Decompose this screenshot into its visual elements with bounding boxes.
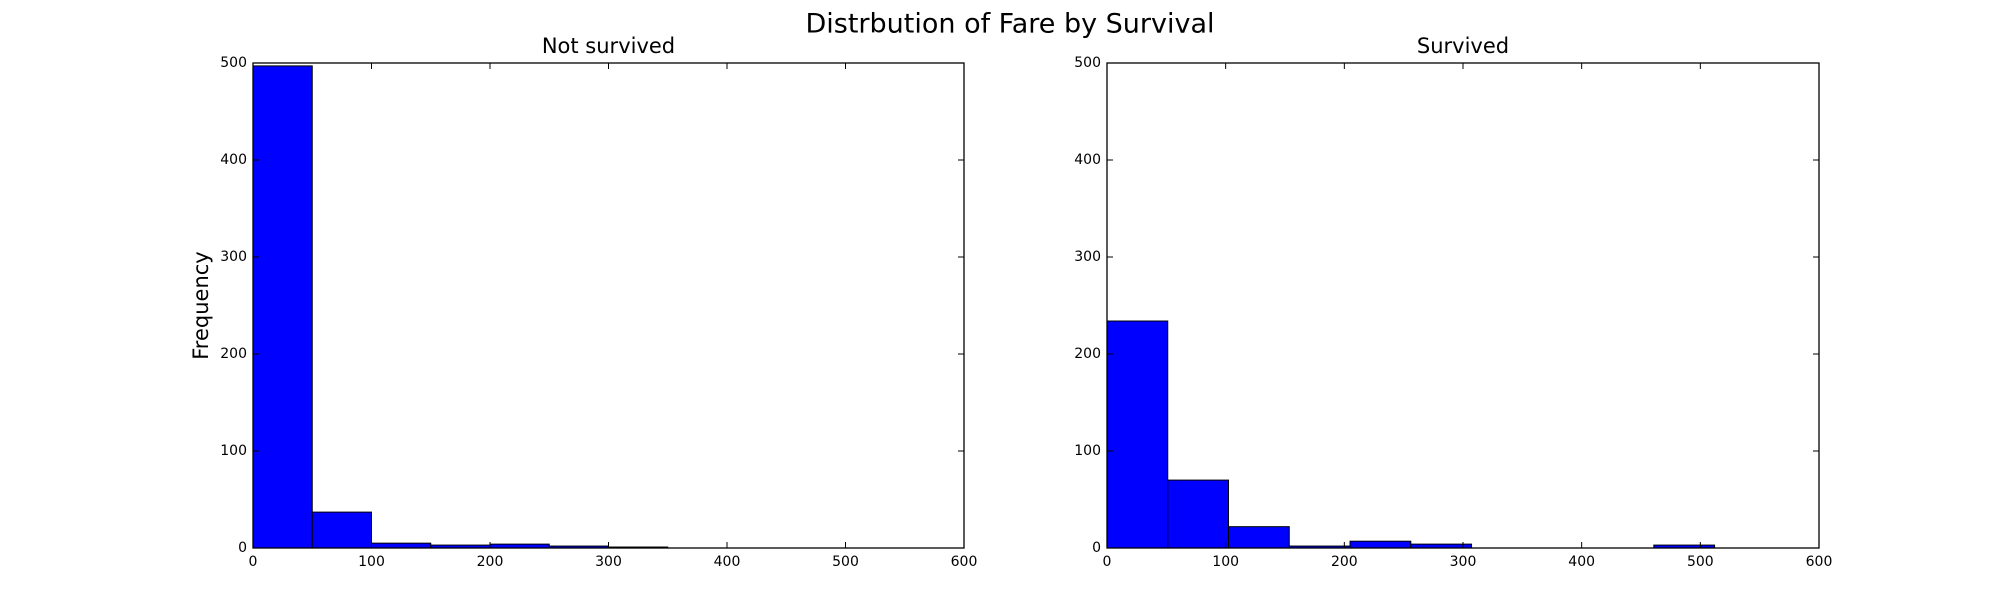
subplot-title: Not survived: [542, 34, 675, 58]
bar: [311, 511, 372, 549]
x-tick-label: 600: [1806, 554, 1833, 570]
figure-title: Distrbution of Fare by Survival: [805, 9, 1214, 40]
bar: [1167, 479, 1230, 549]
bar: [1106, 320, 1169, 549]
x-tick-label: 400: [1568, 554, 1595, 570]
y-tick-label: 300: [1074, 249, 1101, 265]
x-tick-label: 0: [1103, 554, 1112, 570]
x-tick-label: 300: [595, 554, 622, 570]
x-tick-label: 500: [832, 554, 859, 570]
y-tick-label: 200: [220, 346, 247, 362]
y-tick-label: 0: [238, 540, 247, 556]
y-axis-label: Frequency: [189, 251, 213, 360]
x-tick-label: 200: [477, 554, 504, 570]
bar: [1349, 540, 1412, 549]
bar: [1228, 526, 1290, 549]
x-tick-label: 600: [951, 554, 978, 570]
y-tick-label: 400: [220, 152, 247, 168]
x-tick-label: 400: [714, 554, 741, 570]
axes-frame: [252, 62, 965, 549]
x-tick-label: 100: [358, 554, 385, 570]
x-tick-label: 100: [1212, 554, 1239, 570]
x-tick-label: 0: [249, 554, 258, 570]
bar: [252, 65, 313, 549]
bar: [371, 542, 432, 549]
axes-frame: [1106, 62, 1820, 549]
subplot-title: Survived: [1417, 34, 1509, 58]
y-tick-label: 100: [220, 443, 247, 459]
x-tick-label: 500: [1687, 554, 1714, 570]
y-tick-label: 500: [220, 55, 247, 71]
y-tick-label: 500: [1074, 55, 1101, 71]
y-tick-label: 0: [1092, 540, 1101, 556]
x-tick-label: 200: [1331, 554, 1358, 570]
y-tick-label: 300: [220, 249, 247, 265]
y-tick-label: 200: [1074, 346, 1101, 362]
y-tick-label: 400: [1074, 152, 1101, 168]
x-tick-label: 300: [1450, 554, 1477, 570]
y-tick-label: 100: [1074, 443, 1101, 459]
